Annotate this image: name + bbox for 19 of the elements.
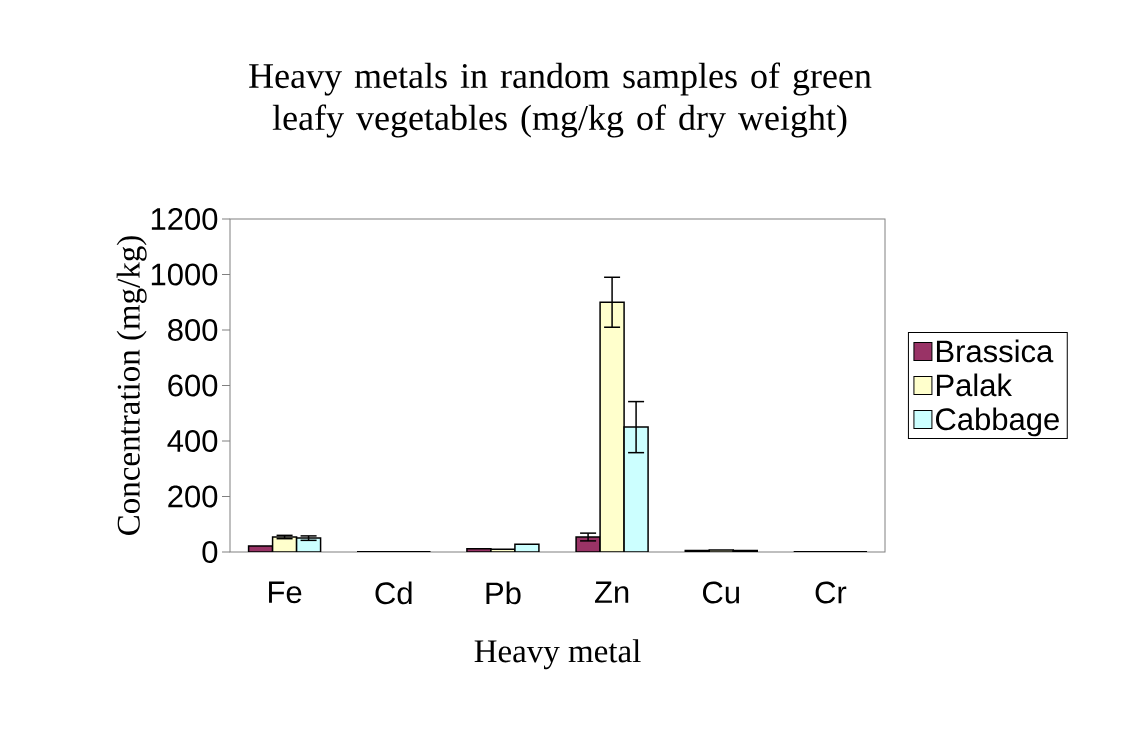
chart-title: Heavy metals in random samples of green leafy vegetables (mg/kg of dry weight) (249, 62, 872, 138)
y-tick-label: 200 (168, 485, 218, 508)
y-tick-label: 400 (167, 430, 218, 452)
y-tick-label: 800 (168, 319, 218, 341)
y-tick-label: 1200 (151, 208, 218, 230)
legend-label: Cabbage (936, 407, 1059, 437)
x-tick-label: Cu (703, 581, 739, 604)
x-tick-label: Cd (375, 581, 412, 605)
x-tick-label: Zn (594, 581, 629, 603)
y-axis-title: Concentration (mg/kg) (116, 236, 147, 535)
x-tick-label: Fe (269, 581, 302, 604)
legend-label: Palak (936, 373, 1012, 397)
x-tick-label: Pb (486, 581, 521, 605)
x-axis-title: Heavy metal (474, 639, 641, 670)
legend-label: Brassica (936, 339, 1054, 363)
y-tick-label: 600 (168, 374, 218, 397)
x-tick-label: Cr (815, 581, 847, 604)
y-tick-label: 0 (202, 541, 218, 563)
y-tick-label: 1000 (151, 263, 218, 286)
